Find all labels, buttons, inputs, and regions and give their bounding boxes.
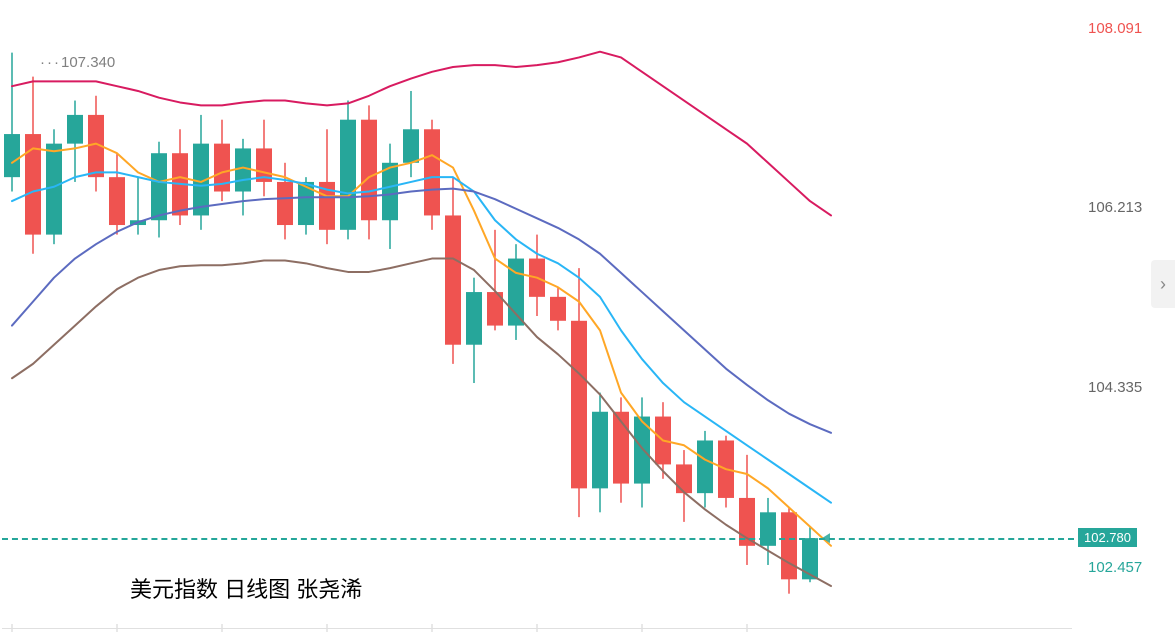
- anchor-price-label: ···107.340: [40, 54, 115, 71]
- bottom-border: [2, 628, 1072, 629]
- current-price-line: [2, 538, 1074, 540]
- y-axis-label: 106.213: [1088, 199, 1142, 216]
- current-price-tag: 102.780: [1078, 528, 1137, 547]
- expand-panel-button[interactable]: ›: [1151, 260, 1175, 308]
- chart-container: 108.091106.213104.335102.457 ···107.340 …: [0, 0, 1175, 632]
- chart-caption: 美元指数 日线图 张尧浠: [130, 572, 362, 604]
- chevron-right-icon: ›: [1160, 274, 1166, 295]
- y-axis-label: 104.335: [1088, 379, 1142, 396]
- y-axis-label: 102.457: [1088, 559, 1142, 576]
- y-axis-label: 108.091: [1088, 20, 1142, 37]
